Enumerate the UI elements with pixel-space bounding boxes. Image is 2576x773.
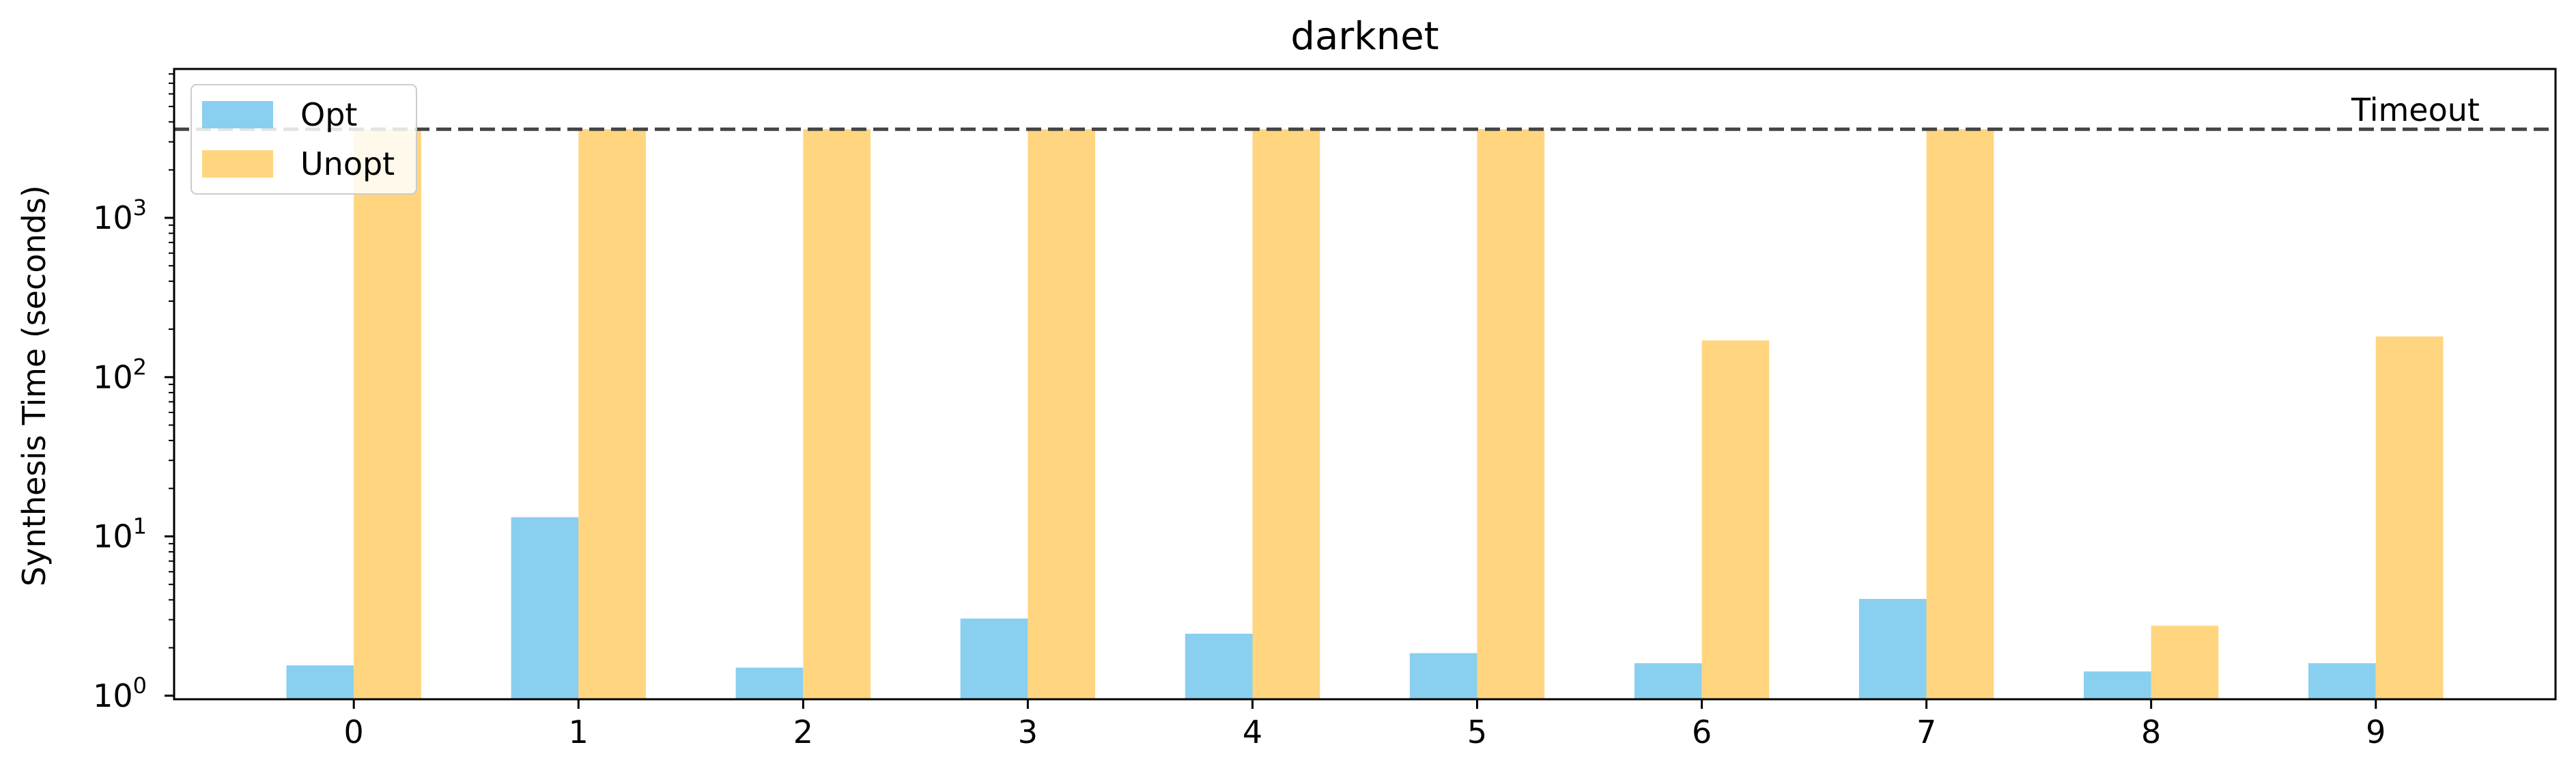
bar-opt-9 [2308, 663, 2376, 699]
y-tick-label-1000: 103 [93, 195, 147, 236]
legend-swatch-opt [202, 101, 273, 128]
bar-unopt-2 [803, 129, 871, 699]
y-axis: 100 101 102 103 [93, 73, 174, 714]
x-tick-label-4: 4 [1243, 714, 1262, 750]
bar-unopt-6 [1701, 340, 1770, 699]
x-tick-label-5: 5 [1467, 714, 1487, 750]
x-tick-label-7: 7 [1916, 714, 1936, 750]
legend-label-unopt: Unopt [300, 145, 395, 182]
bar-opt-0 [286, 665, 354, 699]
bar-unopt-0 [354, 129, 421, 699]
y-axis-label: Synthesis Time (seconds) [16, 185, 53, 587]
bar-opt-4 [1185, 634, 1253, 699]
bar-unopt-7 [1926, 129, 1994, 699]
legend-swatch-unopt [202, 150, 273, 178]
bar-opt-5 [1409, 653, 1477, 699]
x-tick-label-3: 3 [1018, 714, 1038, 750]
x-tick-label-6: 6 [1692, 714, 1712, 750]
x-tick-label-1: 1 [569, 714, 589, 750]
y-tick-label-100: 102 [93, 354, 147, 395]
x-tick-label-8: 8 [2141, 714, 2161, 750]
x-axis: 0 1 2 3 4 5 6 7 8 9 [344, 699, 2386, 750]
bar-opt-7 [1858, 599, 1927, 699]
y-tick-label-1: 100 [93, 673, 147, 714]
bar-unopt-3 [1028, 129, 1096, 699]
legend-label-opt: Opt [300, 96, 357, 133]
bar-unopt-9 [2375, 336, 2444, 699]
bar-opt-6 [1634, 663, 1702, 699]
timeout-line-layer: Timeout [174, 92, 2556, 131]
x-tick-label-2: 2 [793, 714, 813, 750]
timeout-label: Timeout [2351, 92, 2480, 128]
bar-opt-8 [2084, 671, 2151, 699]
legend: Opt Unopt [190, 84, 417, 195]
bar-unopt-4 [1252, 129, 1320, 699]
x-tick-label-0: 0 [344, 714, 364, 750]
bar-opt-3 [960, 618, 1028, 699]
chart-title: darknet [1290, 14, 1439, 59]
x-tick-label-9: 9 [2366, 714, 2386, 750]
bar-opt-2 [735, 667, 804, 699]
bar-opt-1 [511, 517, 579, 699]
bar-unopt-8 [2151, 626, 2219, 699]
bars-layer [286, 129, 2444, 699]
y-tick-label-10: 101 [93, 514, 147, 555]
bar-unopt-1 [578, 129, 646, 699]
bar-unopt-5 [1477, 129, 1545, 699]
